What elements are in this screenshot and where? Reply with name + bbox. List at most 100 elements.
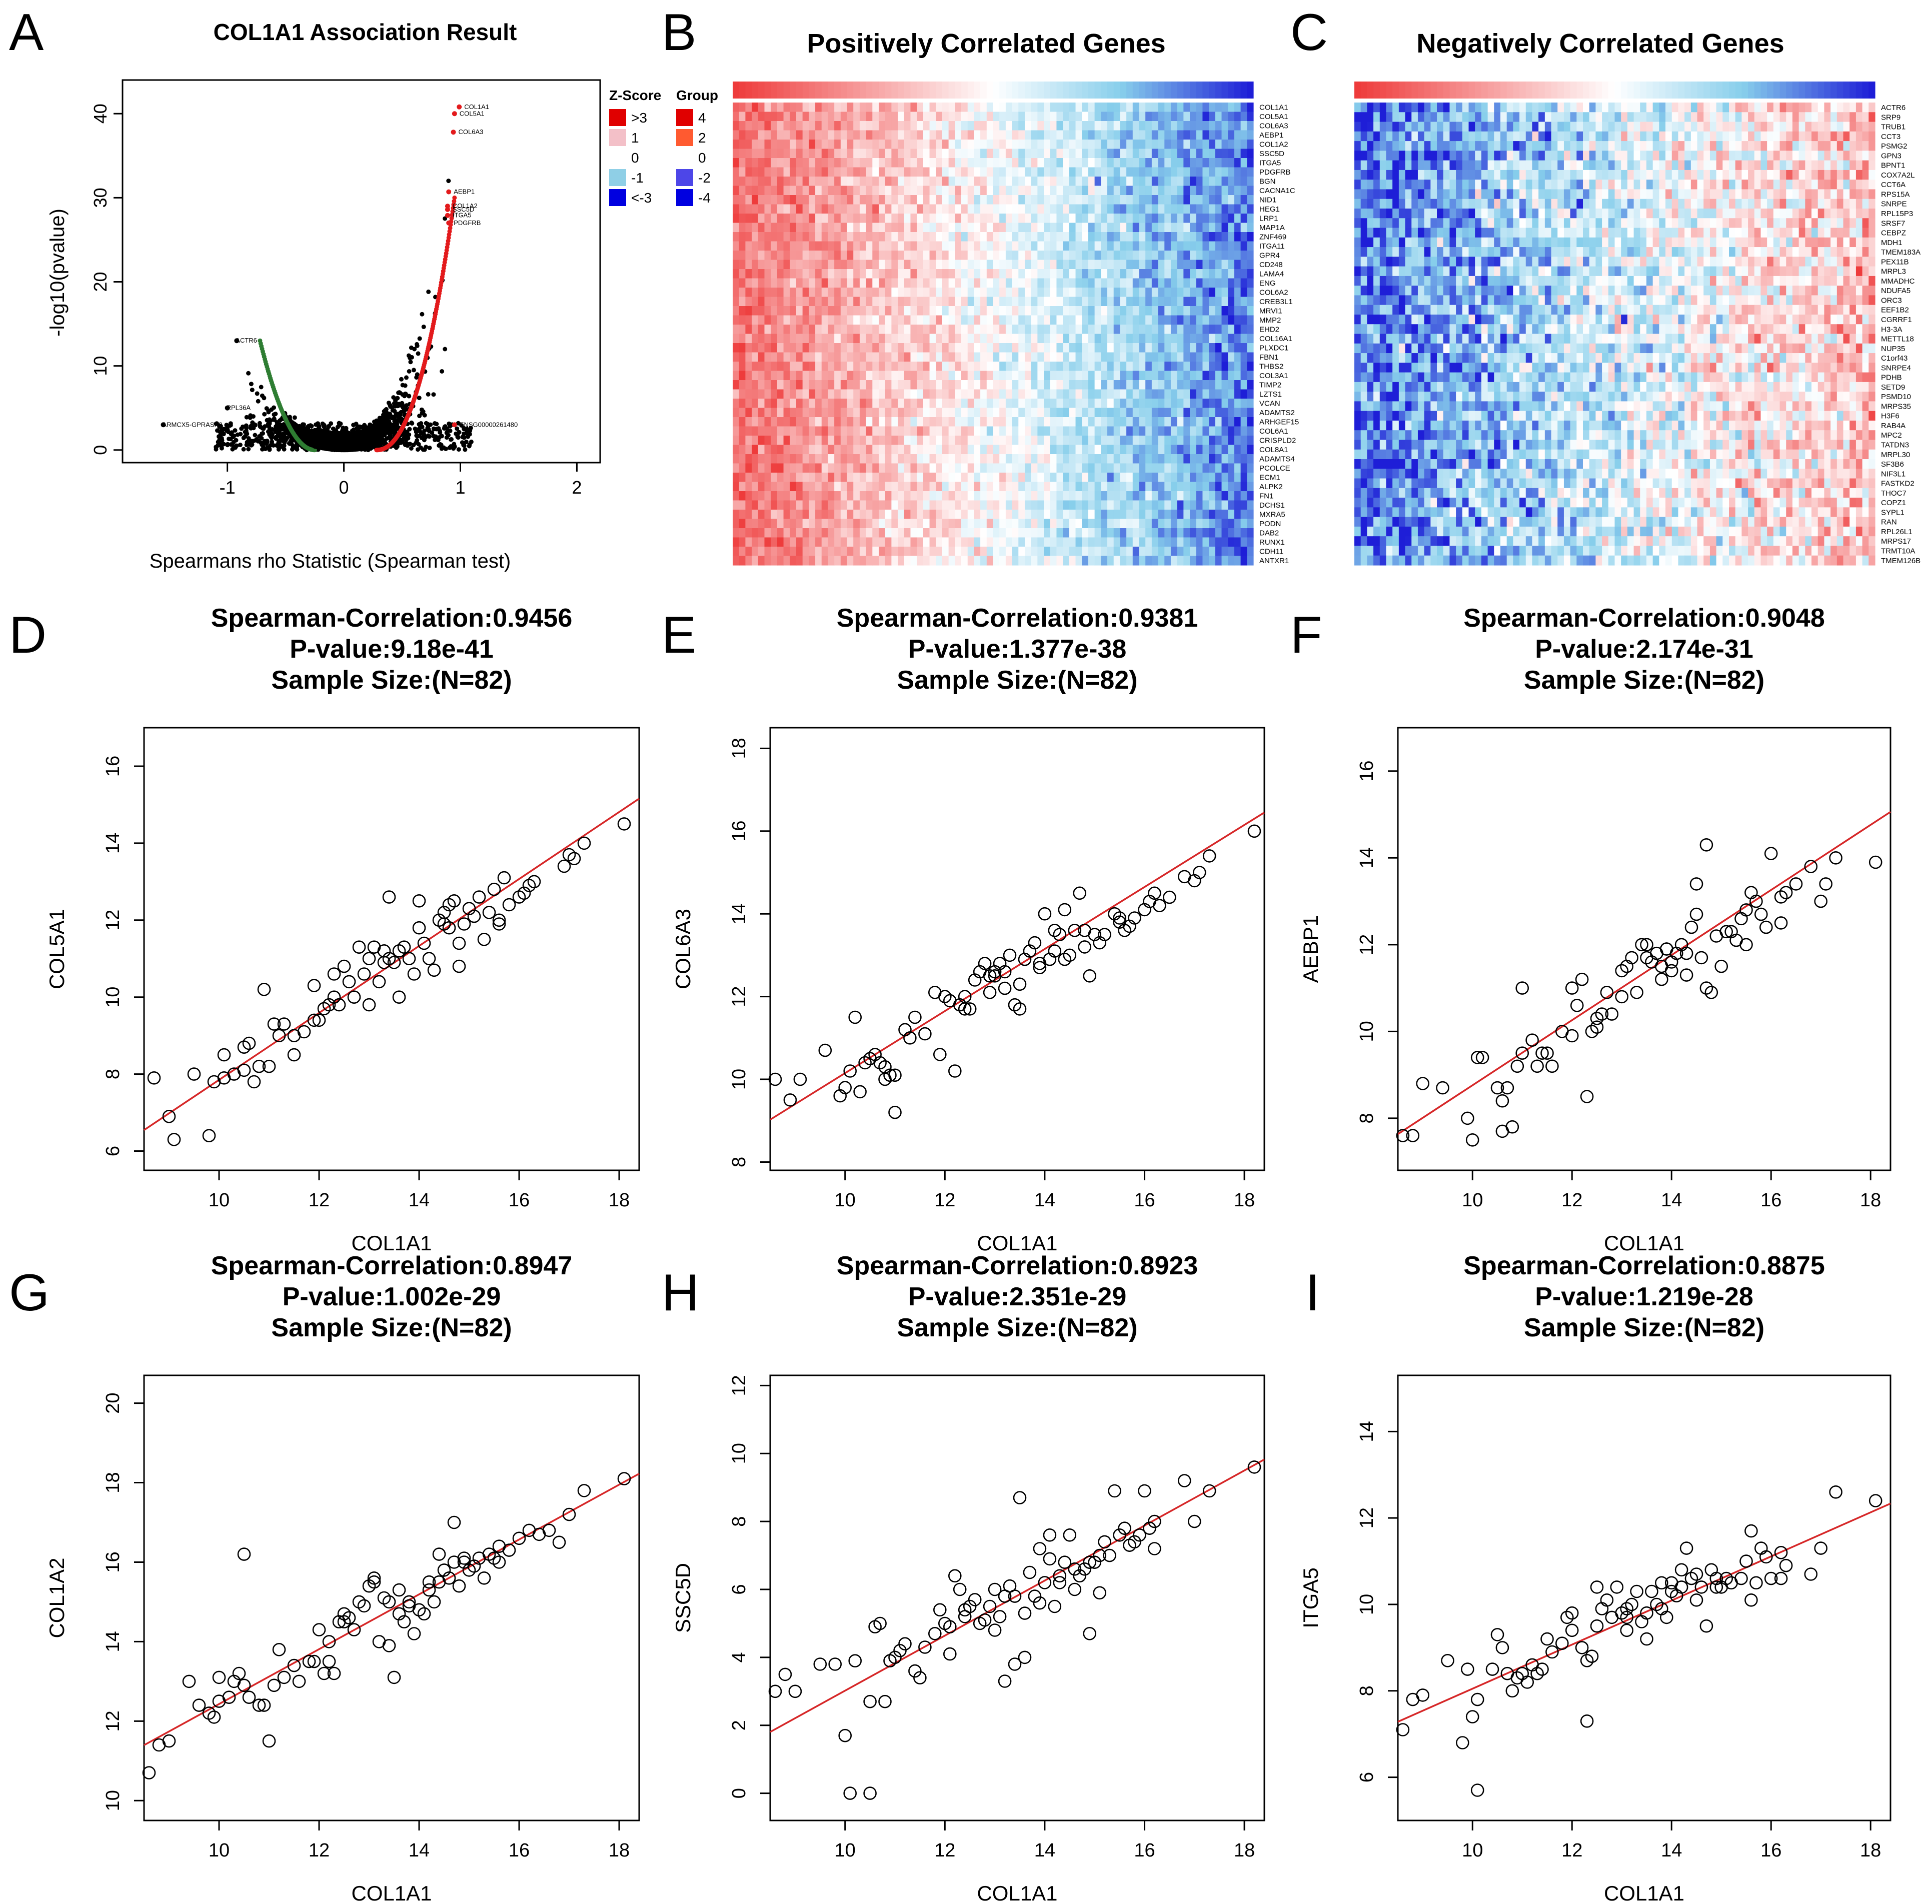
heatmap-cell: [1069, 167, 1076, 177]
heatmap-cell: [1037, 297, 1044, 307]
heatmap-cell: [936, 389, 943, 399]
heatmap-cell: [1164, 278, 1171, 288]
heatmap-cell: [1177, 288, 1184, 298]
heatmap-cell: [1164, 260, 1171, 270]
heatmap-cell: [752, 306, 759, 316]
heatmap-cell: [942, 130, 949, 140]
heatmap-cell: [1056, 167, 1063, 177]
heatmap-cell: [758, 103, 765, 113]
heatmap-cell: [961, 130, 968, 140]
heatmap-cell: [1240, 306, 1247, 316]
group-bar-cell: [929, 82, 936, 99]
x-tick-label: 2: [572, 477, 582, 498]
heatmap-cell: [809, 334, 816, 344]
heatmap-cell: [1120, 112, 1127, 122]
heatmap-cell: [961, 214, 968, 224]
heatmap-cell: [942, 352, 949, 362]
heatmap-cell: [853, 269, 860, 279]
heatmap-cell: [866, 251, 873, 261]
heatmap-cell: [1139, 352, 1146, 362]
heatmap-cell: [1158, 343, 1165, 353]
heatmap-cell: [1069, 371, 1076, 381]
heatmap-cell: [1139, 306, 1146, 316]
heatmap-cell: [764, 334, 771, 344]
heatmap-cell: [790, 288, 797, 298]
heatmap-cell: [923, 223, 930, 233]
heatmap-cell: [1005, 306, 1013, 316]
heatmap-cell: [764, 195, 771, 205]
heatmap-cell: [872, 223, 879, 233]
heatmap-cell: [1075, 288, 1082, 298]
heatmap-cell: [821, 223, 829, 233]
heatmap-cell: [974, 352, 981, 362]
group-bar-cell: [790, 82, 797, 99]
heatmap-cell: [1094, 186, 1101, 196]
heatmap-cell: [1044, 362, 1051, 372]
heatmap-cell: [1164, 380, 1171, 390]
heatmap-cell: [1190, 204, 1197, 214]
heatmap-cell: [1164, 177, 1171, 187]
heatmap-cell: [1170, 269, 1178, 279]
heatmap-cell: [1088, 288, 1095, 298]
heatmap-cell: [764, 121, 771, 131]
heatmap-cell: [929, 389, 936, 399]
heatmap-cell: [802, 177, 809, 187]
heatmap-cell: [809, 251, 816, 261]
heatmap-cell: [771, 186, 778, 196]
heatmap-cell: [1120, 251, 1127, 261]
heatmap-cell: [1113, 389, 1121, 399]
heatmap-cell: [764, 371, 771, 381]
heatmap-cell: [942, 167, 949, 177]
heatmap-cell: [1183, 343, 1190, 353]
heatmap-cell: [967, 343, 975, 353]
heatmap-cell: [910, 315, 917, 325]
heatmap-cell: [1012, 389, 1019, 399]
heatmap-cell: [1126, 214, 1133, 224]
heatmap-cell: [1158, 260, 1165, 270]
heatmap-cell: [1075, 130, 1082, 140]
heatmap-cell: [1024, 362, 1032, 372]
heatmap-cell: [1170, 140, 1178, 150]
heatmap-cell: [891, 232, 898, 242]
heatmap-cell: [802, 186, 809, 196]
heatmap-cell: [993, 380, 1000, 390]
heatmap-cell: [948, 177, 955, 187]
heatmap-cell: [1094, 269, 1101, 279]
volcano-point: [393, 411, 398, 416]
heatmap-cell: [802, 204, 809, 214]
heatmap-cell: [1069, 130, 1076, 140]
heatmap-cell: [948, 288, 955, 298]
heatmap-cell: [980, 149, 987, 159]
heatmap-cell: [1240, 103, 1247, 113]
heatmap-cell: [1075, 269, 1082, 279]
heatmap-cell: [834, 251, 841, 261]
heatmap-cell: [1190, 158, 1197, 168]
heatmap-cell: [1113, 278, 1121, 288]
heatmap-cell: [815, 167, 822, 177]
heatmap-cell: [758, 204, 765, 214]
heatmap-cell: [961, 334, 968, 344]
heatmap-cell: [1164, 112, 1171, 122]
heatmap-cell: [1209, 371, 1216, 381]
heatmap-cell: [752, 325, 759, 335]
heatmap-cell: [1183, 288, 1190, 298]
heatmap-cell: [980, 371, 987, 381]
panel-letter-a: A: [9, 4, 44, 62]
heatmap-cell: [1024, 352, 1032, 362]
heatmap-cell: [802, 371, 809, 381]
heatmap-cell: [1018, 167, 1025, 177]
heatmap-cell: [1190, 389, 1197, 399]
heatmap-cell: [802, 297, 809, 307]
heatmap-cell: [878, 269, 886, 279]
heatmap-cell: [802, 352, 809, 362]
heatmap-cell: [980, 177, 987, 187]
heatmap-cell: [1113, 204, 1121, 214]
heatmap-cell: [942, 103, 949, 113]
heatmap-cell: [796, 204, 803, 214]
heatmap-cell: [828, 362, 835, 372]
heatmap-cell: [999, 140, 1006, 150]
heatmap-cell: [1024, 177, 1032, 187]
heatmap-cell: [1183, 186, 1190, 196]
heatmap-cell: [910, 177, 917, 187]
heatmap-cell: [745, 251, 752, 261]
